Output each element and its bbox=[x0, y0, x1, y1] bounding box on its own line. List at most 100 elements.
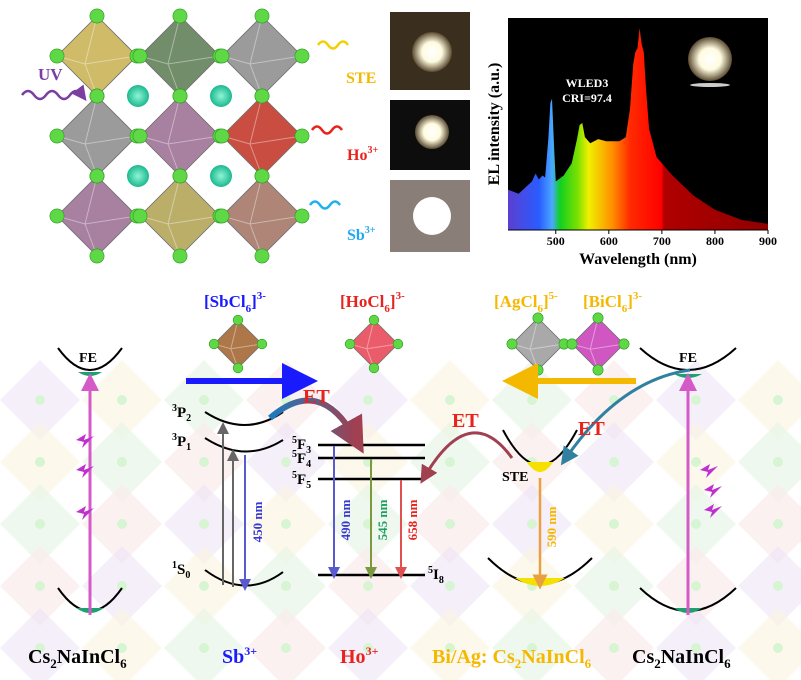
cl-atom bbox=[392, 338, 404, 350]
x-axis-label: Wavelength (nm) bbox=[579, 251, 697, 268]
sb-ion-label: Sb3+ bbox=[222, 644, 257, 668]
sbcl6-octahedron bbox=[208, 314, 268, 374]
host-left-name: Cs2NaInCl6 bbox=[28, 646, 127, 671]
spectrum-area bbox=[508, 28, 768, 230]
ste-level-label: STE bbox=[502, 470, 528, 485]
et-label-1: ET bbox=[303, 386, 330, 408]
cl-atom bbox=[214, 48, 230, 64]
octahedra-icons bbox=[208, 312, 630, 376]
octahedron bbox=[214, 8, 310, 104]
wled-photo-inset bbox=[688, 37, 732, 87]
cl-atom bbox=[294, 208, 310, 224]
sb-energy-levels: 450 nm 3P2 3P1 1S0 bbox=[172, 403, 284, 591]
ho-ion-label: Ho3+ bbox=[340, 644, 379, 668]
cl-atom bbox=[214, 128, 230, 144]
et-arrow-ste-ho bbox=[420, 431, 514, 484]
lightning-icons-left bbox=[76, 434, 94, 520]
cl-atom bbox=[618, 338, 630, 350]
cl-atom bbox=[254, 168, 270, 184]
uv-label: UV bbox=[38, 65, 63, 84]
cl-atom bbox=[208, 338, 220, 350]
label-490nm: 490 nm bbox=[338, 499, 353, 540]
cl-atom bbox=[532, 312, 544, 324]
et-label-2: ET bbox=[452, 410, 479, 432]
host-right-bands: FE bbox=[639, 347, 737, 615]
hocl6-label: [HoCl6]3- bbox=[340, 290, 405, 315]
host-right-name: Cs2NaInCl6 bbox=[632, 646, 731, 671]
fe-right-label: FE bbox=[679, 351, 697, 366]
na-cation-sphere bbox=[127, 165, 149, 187]
cl-atom bbox=[172, 8, 188, 24]
cl-atom bbox=[294, 128, 310, 144]
photo-ste bbox=[390, 12, 470, 90]
x-tick-label: 800 bbox=[706, 234, 724, 248]
x-tick-label: 900 bbox=[759, 234, 777, 248]
level-5i8: 5I8 bbox=[428, 565, 444, 586]
cl-atom bbox=[254, 88, 270, 104]
label-658nm: 658 nm bbox=[405, 499, 420, 540]
label-450nm: 450 nm bbox=[250, 501, 265, 542]
cl-atom bbox=[132, 208, 148, 224]
cl-atom bbox=[254, 248, 270, 264]
crystal-structure bbox=[49, 8, 310, 264]
cl-atom bbox=[172, 88, 188, 104]
photo-sb bbox=[390, 180, 470, 252]
level-5f5: 5F5 bbox=[292, 470, 311, 491]
hocl6-octahedron bbox=[344, 314, 404, 374]
cl-atom bbox=[89, 248, 105, 264]
level-5f3: 5F3 bbox=[292, 435, 311, 456]
cl-atom bbox=[294, 48, 310, 64]
cl-atom bbox=[132, 128, 148, 144]
cl-atom bbox=[232, 362, 244, 374]
sb-label: Sb3+ bbox=[347, 225, 376, 244]
cl-atom bbox=[172, 168, 188, 184]
cl-atom bbox=[368, 362, 380, 374]
cl-atom bbox=[256, 338, 268, 350]
uv-wave-arrow bbox=[21, 84, 87, 101]
cl-atom bbox=[532, 364, 544, 376]
cl-atom bbox=[592, 312, 604, 324]
level-3p2: 3P2 bbox=[172, 403, 191, 424]
ho-emission-wave bbox=[310, 125, 344, 135]
el-spectrum-chart: WLED3 CRI=97.4 500 600 700 800 900 Wavelengt… bbox=[486, 18, 777, 268]
octahedron bbox=[49, 168, 145, 264]
cl-atom bbox=[254, 8, 270, 24]
ste-emission-wave bbox=[316, 40, 350, 50]
na-cation-sphere bbox=[210, 85, 232, 107]
cl-atom bbox=[214, 208, 230, 224]
ho-label: Ho3+ bbox=[347, 145, 378, 164]
cl-atom bbox=[592, 364, 604, 376]
sb-emission-wave bbox=[308, 200, 342, 210]
bicl6-octahedron bbox=[566, 312, 630, 376]
octahedron bbox=[132, 168, 228, 264]
ho-energy-levels: 490 nm 545 nm 658 nm 5F3 5F4 5F5 5I8 bbox=[292, 435, 444, 586]
cl-atom bbox=[232, 314, 244, 326]
x-tick-label: 600 bbox=[600, 234, 618, 248]
octahedron bbox=[214, 168, 310, 264]
et-arrow-fe-ste bbox=[560, 368, 691, 466]
chart-annotation-cri: CRI=97.4 bbox=[562, 91, 612, 105]
uv-excitation: UV bbox=[21, 65, 87, 101]
x-axis: 500 600 700 800 900 bbox=[508, 229, 777, 248]
x-tick-label: 700 bbox=[653, 234, 671, 248]
cl-atom bbox=[344, 338, 356, 350]
cl-atom bbox=[132, 48, 148, 64]
sbcl6-label: [SbCl6]3- bbox=[204, 290, 266, 315]
lightning-icons-right bbox=[700, 464, 722, 518]
na-cation-sphere bbox=[127, 85, 149, 107]
y-axis-label: EL intensity (a.u.) bbox=[486, 63, 503, 186]
photo-ho bbox=[390, 100, 470, 170]
cl-atom bbox=[89, 88, 105, 104]
ste-energy-levels: STE 590 nm bbox=[487, 429, 593, 590]
biag-host-label: Bi/Ag: Cs2NaInCl6 bbox=[432, 646, 592, 671]
chart-annotation-name: WLED3 bbox=[566, 76, 609, 90]
level-5f4: 5F4 bbox=[292, 449, 311, 470]
label-590nm: 590 nm bbox=[544, 506, 559, 547]
label-545nm: 545 nm bbox=[375, 499, 390, 540]
x-tick-label: 500 bbox=[547, 234, 565, 248]
ste-label: STE bbox=[346, 70, 376, 87]
level-1s0: 1S0 bbox=[172, 560, 190, 581]
bicl6-label: [BiCl6]3- bbox=[583, 290, 642, 315]
